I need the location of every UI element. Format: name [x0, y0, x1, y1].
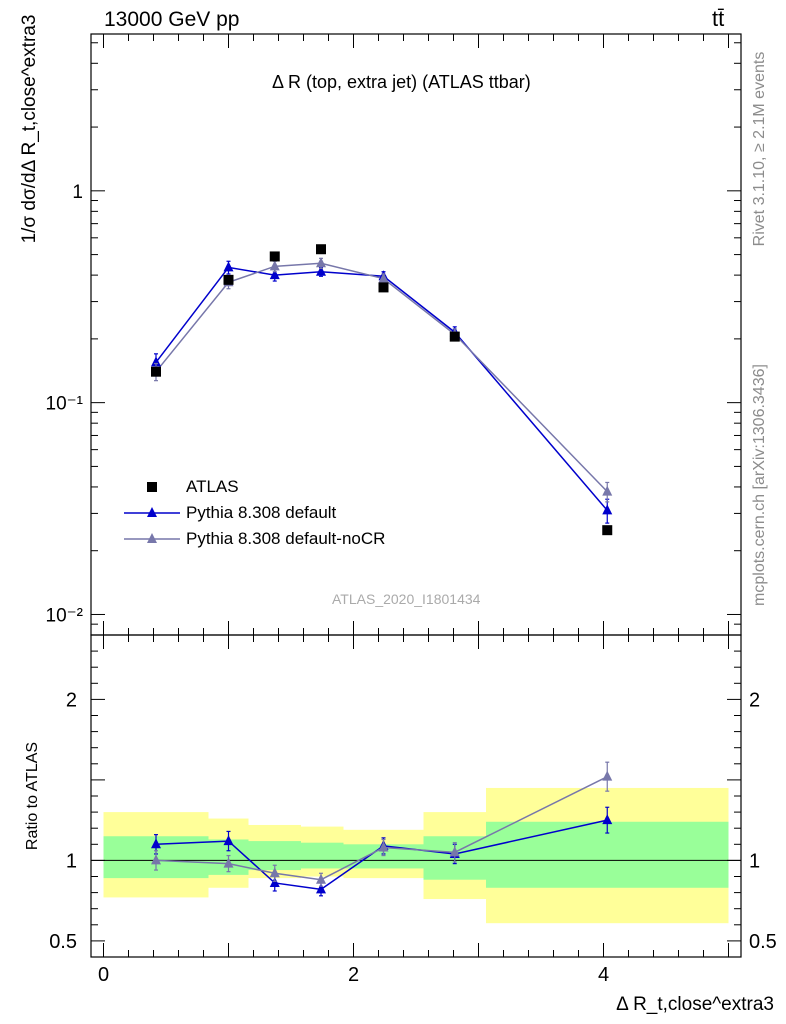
main-y-tick-label: 1 [72, 182, 83, 203]
source-label: mcplots.cern.ch [arXiv:1306.3436] [751, 364, 768, 606]
rivet-label: Rivet 3.1.10, ≥ 2.1M events [751, 51, 768, 247]
point-atlas [378, 282, 389, 293]
line-pythia-8-308-default-nocr [155, 262, 608, 493]
point-pythia-8-308-default-nocr [602, 485, 613, 496]
point-pythia-8-308-default [316, 265, 326, 276]
ratio-point-pythia-8-308-default [316, 883, 326, 894]
ratio-point-pythia-8-308-default [602, 814, 613, 825]
legend-key-atlas [120, 477, 184, 497]
point-pythia-8-308-default-nocr [378, 272, 389, 283]
x-tick-label: 4 [598, 964, 609, 986]
x-tick-label: 2 [348, 964, 359, 986]
ratio-y-tick-label-left: 0.5 [49, 931, 77, 953]
ratio-point-pythia-8-308-default-nocr [449, 846, 460, 857]
x-axis-label: Δ R_t,close^extra3 [616, 994, 774, 1015]
legend-item-pythia-default: Pythia 8.308 default [120, 500, 385, 526]
point-pythia-8-308-default-nocr [316, 257, 326, 268]
legend-item-atlas: ATLAS [120, 474, 385, 500]
uncertainty-band-green [301, 842, 344, 869]
main-title: Δ R (top, extra jet) (ATLAS ttbar) [272, 72, 531, 92]
ratio-y-tick-label-left: 1 [66, 850, 77, 872]
point-atlas [449, 331, 460, 342]
legend-key-pythia-default [120, 503, 184, 523]
main-y-tick-label: 10⁻¹ [46, 394, 84, 415]
legend: ATLAS Pythia 8.308 default Pythia 8.308 … [120, 474, 385, 552]
ratio-point-pythia-8-308-default-nocr [151, 854, 161, 865]
main-y-axis-label: 1/σ dσ/dΔ R_t,close^extra3 [19, 14, 40, 244]
ratio-point-pythia-8-308-default-nocr [316, 873, 326, 884]
point-atlas [151, 366, 161, 377]
ratio-point-pythia-8-308-default [151, 838, 161, 849]
ratio-y-axis-label: Ratio to ATLAS [24, 741, 41, 851]
ratio-point-pythia-8-308-default [269, 876, 280, 887]
point-pythia-8-308-default [269, 269, 280, 280]
ratio-point-pythia-8-308-default-nocr [223, 857, 234, 868]
ratio-y-tick-label-right: 1 [749, 850, 760, 872]
legend-label-atlas: ATLAS [186, 477, 239, 496]
point-pythia-8-308-default [223, 261, 234, 272]
point-pythia-8-308-default [151, 356, 161, 367]
point-pythia-8-308-default [602, 504, 613, 515]
point-atlas [223, 274, 234, 285]
main-y-tick-label: 10⁻² [46, 605, 84, 626]
legend-label-pythia-default: Pythia 8.308 default [186, 503, 337, 522]
ratio-y-tick-label-right: 2 [749, 689, 760, 711]
point-pythia-8-308-default-nocr [269, 260, 280, 271]
point-atlas [316, 244, 326, 255]
point-atlas [269, 251, 280, 262]
legend-item-pythia-nocr: Pythia 8.308 default-noCR [120, 526, 385, 552]
ratio-point-pythia-8-308-default-nocr [602, 770, 613, 781]
x-tick-label: 0 [98, 964, 109, 986]
ratio-point-pythia-8-308-default-nocr [378, 841, 389, 852]
ratio-y-tick-label-left: 2 [66, 689, 77, 711]
process-label: tt̄ [712, 6, 725, 31]
ratio-y-tick-label-right: 0.5 [749, 931, 777, 953]
legend-label-pythia-nocr: Pythia 8.308 default-noCR [186, 529, 386, 548]
ratio-point-pythia-8-308-default [223, 835, 234, 846]
legend-key-pythia-nocr [120, 529, 184, 549]
watermark: ATLAS_2020_I1801434 [332, 591, 481, 607]
point-atlas [602, 525, 613, 536]
energy-label: 13000 GeV pp [104, 8, 240, 31]
ratio-point-pythia-8-308-default-nocr [269, 867, 280, 878]
